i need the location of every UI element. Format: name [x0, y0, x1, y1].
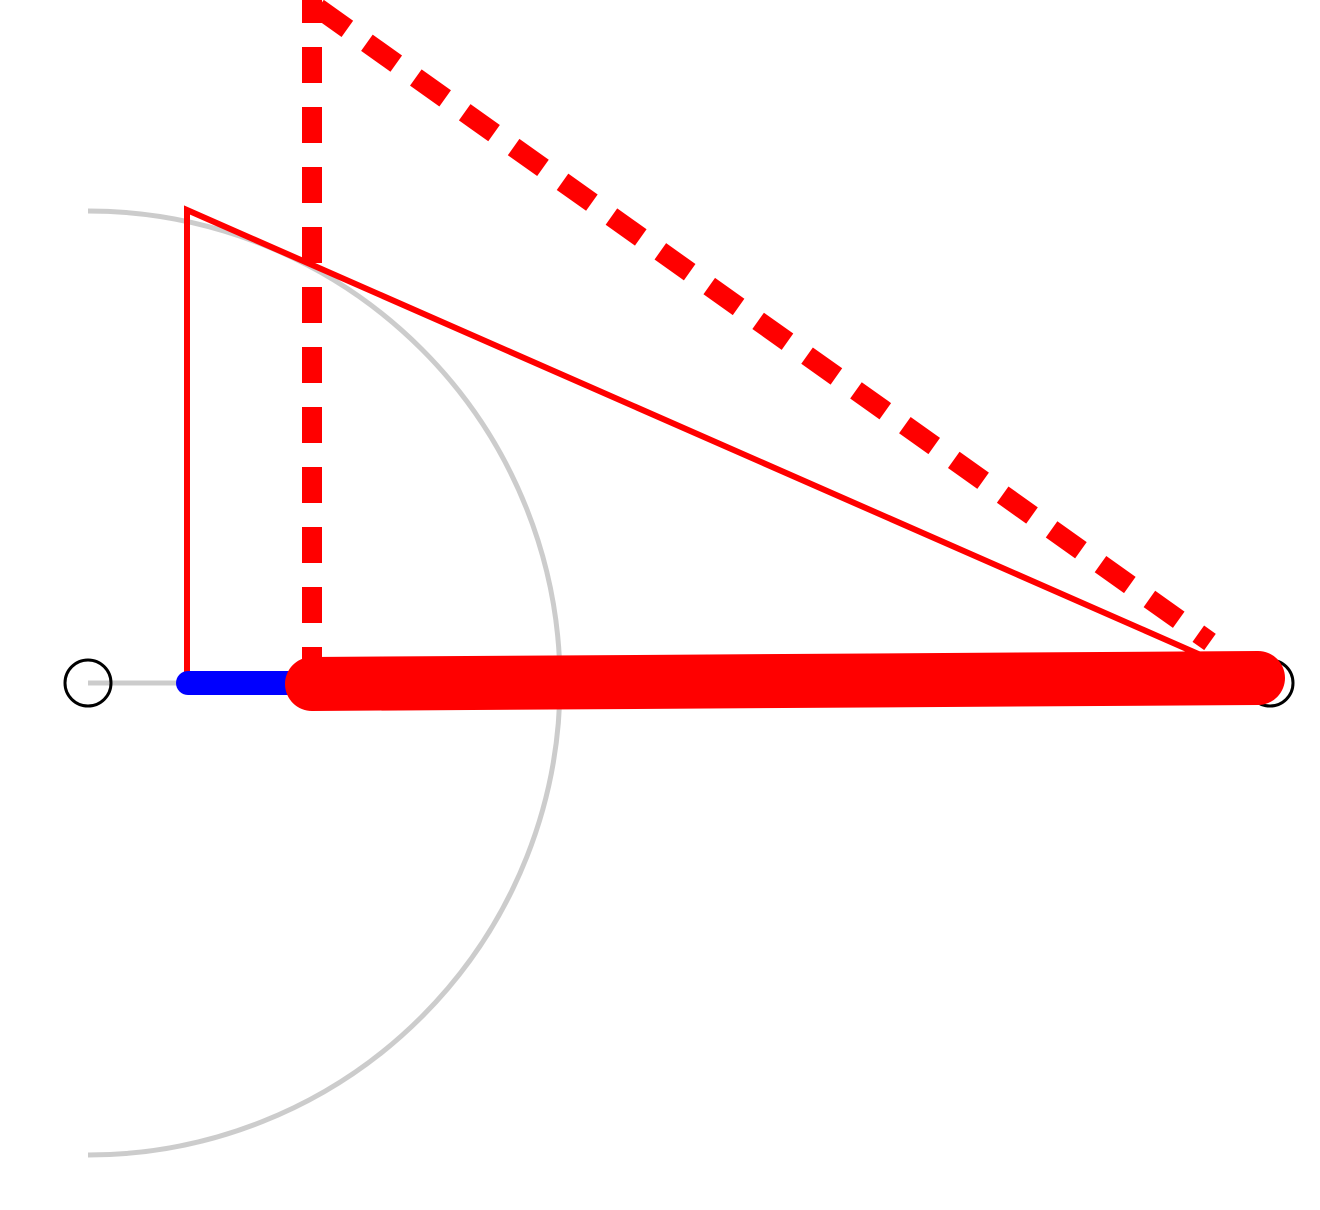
thick-red-segment: [285, 651, 1285, 711]
dashed-diagonal: [312, 0, 1216, 651]
left-point: [63, 658, 113, 708]
thin-triangle: [184, 205, 1214, 683]
